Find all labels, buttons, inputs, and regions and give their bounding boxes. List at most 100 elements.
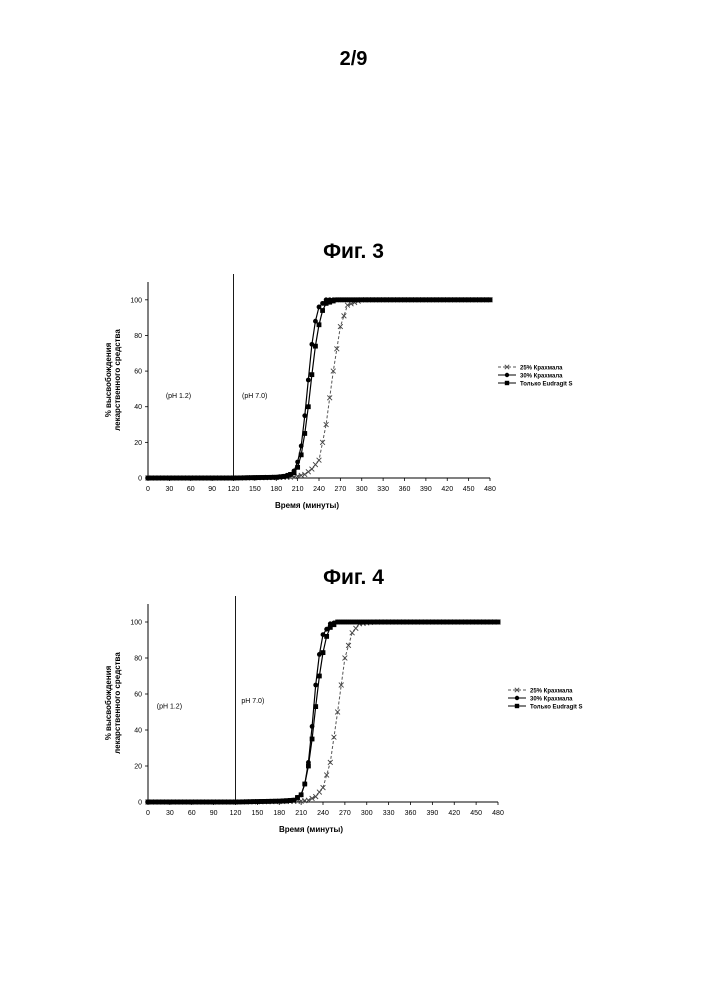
y-tick-label: 100 <box>130 620 142 627</box>
data-point <box>313 683 318 688</box>
y-tick-label: 60 <box>134 369 142 376</box>
y-tick-label: 100 <box>130 297 142 304</box>
x-tick-label: 210 <box>295 810 307 817</box>
data-point <box>309 372 314 377</box>
ph-annotation: (pH 1.2) <box>157 703 182 710</box>
figure-4-title: Фиг. 4 <box>0 566 707 590</box>
y-tick-label: 80 <box>134 333 142 340</box>
data-point <box>313 704 318 709</box>
y-axis-label: лекарственного средства <box>113 329 122 431</box>
x-tick-label: 150 <box>252 810 264 817</box>
x-tick-label: 60 <box>188 810 196 817</box>
data-point <box>302 431 307 436</box>
x-tick-label: 480 <box>484 486 496 493</box>
x-tick-label: 90 <box>210 810 218 817</box>
data-point <box>309 467 314 472</box>
legend: 25% Крахмала 30% Крахмала Только Eudragit … <box>498 365 573 388</box>
x-tick-label: 120 <box>230 810 242 817</box>
y-tick-label: 80 <box>134 656 142 663</box>
x-tick-label: 300 <box>361 810 373 817</box>
data-point <box>302 782 307 787</box>
legend-marker <box>505 381 509 385</box>
y-tick-label: 60 <box>134 692 142 699</box>
data-point <box>317 322 322 327</box>
x-tick-label: 30 <box>165 486 173 493</box>
x-tick-label: 450 <box>470 810 482 817</box>
x-tick-label: 360 <box>405 810 417 817</box>
x-tick-label: 0 <box>146 486 150 493</box>
data-point <box>306 404 311 409</box>
data-point <box>317 674 322 679</box>
y-axis-label: лекарственного средства <box>113 652 122 754</box>
legend-label: Только Eudragit S <box>530 705 583 711</box>
x-tick-label: 300 <box>356 486 368 493</box>
x-tick-label: 330 <box>377 486 389 493</box>
data-point <box>317 790 322 795</box>
x-tick-label: 60 <box>187 486 195 493</box>
legend: 25% Крахмала 30% Крахмала Только Eudragit … <box>508 688 583 711</box>
ph-annotation: (pH 1.2) <box>166 393 191 400</box>
series-group <box>146 297 493 480</box>
y-tick-label: 20 <box>134 764 142 771</box>
x-tick-label: 180 <box>273 810 285 817</box>
x-tick-label: 390 <box>427 810 439 817</box>
data-point <box>306 764 311 769</box>
x-tick-label: 90 <box>208 486 216 493</box>
y-tick-label: 0 <box>138 800 142 807</box>
legend-marker <box>515 704 519 708</box>
legend-label: 30% Крахмала <box>530 697 573 703</box>
legend-marker <box>505 373 509 377</box>
y-axis-label: % высвобождения <box>104 342 113 417</box>
data-point <box>328 760 333 765</box>
legend-label: 30% Крахмала <box>520 374 563 380</box>
x-tick-label: 270 <box>335 486 347 493</box>
x-tick-label: 420 <box>448 810 460 817</box>
figure-3-title: Фиг. 3 <box>0 240 707 264</box>
x-tick-label: 150 <box>249 486 261 493</box>
x-tick-label: 480 <box>492 810 504 817</box>
legend-label: 25% Крахмала <box>530 689 573 695</box>
data-point <box>295 465 300 470</box>
x-tick-label: 240 <box>317 810 329 817</box>
x-tick-label: 240 <box>313 486 325 493</box>
y-tick-label: 20 <box>134 440 142 447</box>
x-tick-label: 180 <box>270 486 282 493</box>
data-point <box>292 470 297 475</box>
series-line <box>148 622 498 802</box>
x-tick-label: 270 <box>339 810 351 817</box>
data-point <box>299 792 304 797</box>
figure-4-chart: 0306090120150180210240270300330360390420… <box>0 596 707 896</box>
data-point <box>313 344 318 349</box>
y-tick-label: 0 <box>138 476 142 483</box>
data-point <box>353 626 358 631</box>
x-tick-label: 330 <box>383 810 395 817</box>
series-group <box>146 620 501 805</box>
y-tick-label: 40 <box>134 404 142 411</box>
data-point <box>313 462 318 467</box>
data-point <box>324 634 329 639</box>
data-point <box>488 297 493 302</box>
data-point <box>306 378 311 383</box>
x-tick-label: 210 <box>292 486 304 493</box>
series-group <box>146 620 501 805</box>
figure-3-chart: 0 30 60 90 120 150 180 210 240 270 300 330 360 390 420… <box>0 270 707 570</box>
x-tick-label: 360 <box>399 486 411 493</box>
ph-annotation: pH 7.0) <box>241 698 264 705</box>
series-line <box>148 622 498 802</box>
data-point <box>299 452 304 457</box>
series-line <box>148 622 498 802</box>
data-point <box>320 308 325 313</box>
legend-label: Только Eudragit S <box>520 382 573 388</box>
legend-marker <box>515 696 519 700</box>
x-tick-label: 420 <box>441 486 453 493</box>
x-tick-label: 120 <box>228 486 240 493</box>
data-point <box>310 737 315 742</box>
data-point <box>317 458 322 463</box>
x-axis-label: Время (минуты) <box>279 825 343 834</box>
y-tick-label: 40 <box>134 728 142 735</box>
y-axis-label: % высвобождения <box>104 665 113 740</box>
data-point <box>306 469 311 474</box>
x-axis-label: Время (минуты) <box>275 501 339 510</box>
x-tick-label: 390 <box>420 486 432 493</box>
legend-label: 25% Крахмала <box>520 366 563 372</box>
